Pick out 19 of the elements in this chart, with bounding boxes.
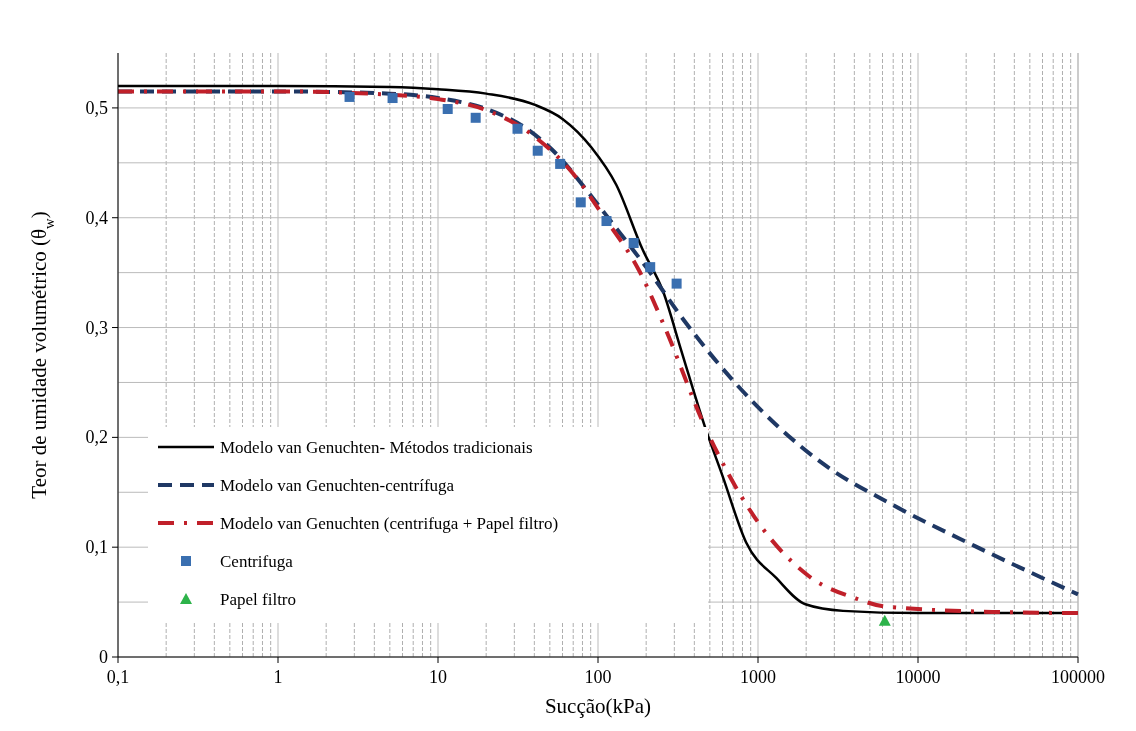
x-tick-label: 100000	[1051, 667, 1105, 687]
legend-label: Modelo van Genuchten (centrifuga + Papel filtro)	[220, 514, 559, 533]
legend-label: Modelo van Genuchten- Métodos tradicionais	[220, 438, 533, 457]
y-tick-label: 0,1	[85, 537, 108, 558]
x-axis-title: Sucção(kPa)	[544, 694, 652, 718]
y-tick-label: 0	[99, 647, 108, 667]
x-tick-label: 1	[273, 667, 283, 687]
y-tick-label: 0,5	[85, 97, 108, 118]
y-tick-label: 0,3	[85, 317, 108, 338]
legend-label: Centrifuga	[220, 552, 294, 571]
x-tick-label: 1000	[740, 667, 776, 687]
legend-label: Papel filtro	[220, 590, 297, 609]
x-tick-label: 10000	[895, 667, 941, 687]
y-tick-label: 0,4	[85, 207, 108, 228]
y-tick-label: 0,2	[85, 427, 108, 448]
x-tick-label: 100	[584, 667, 612, 687]
x-tick-label: 0,1	[106, 667, 130, 687]
legend-label: Modelo van Genuchten-centrífuga	[220, 476, 455, 495]
x-tick-label: 10	[429, 667, 447, 687]
